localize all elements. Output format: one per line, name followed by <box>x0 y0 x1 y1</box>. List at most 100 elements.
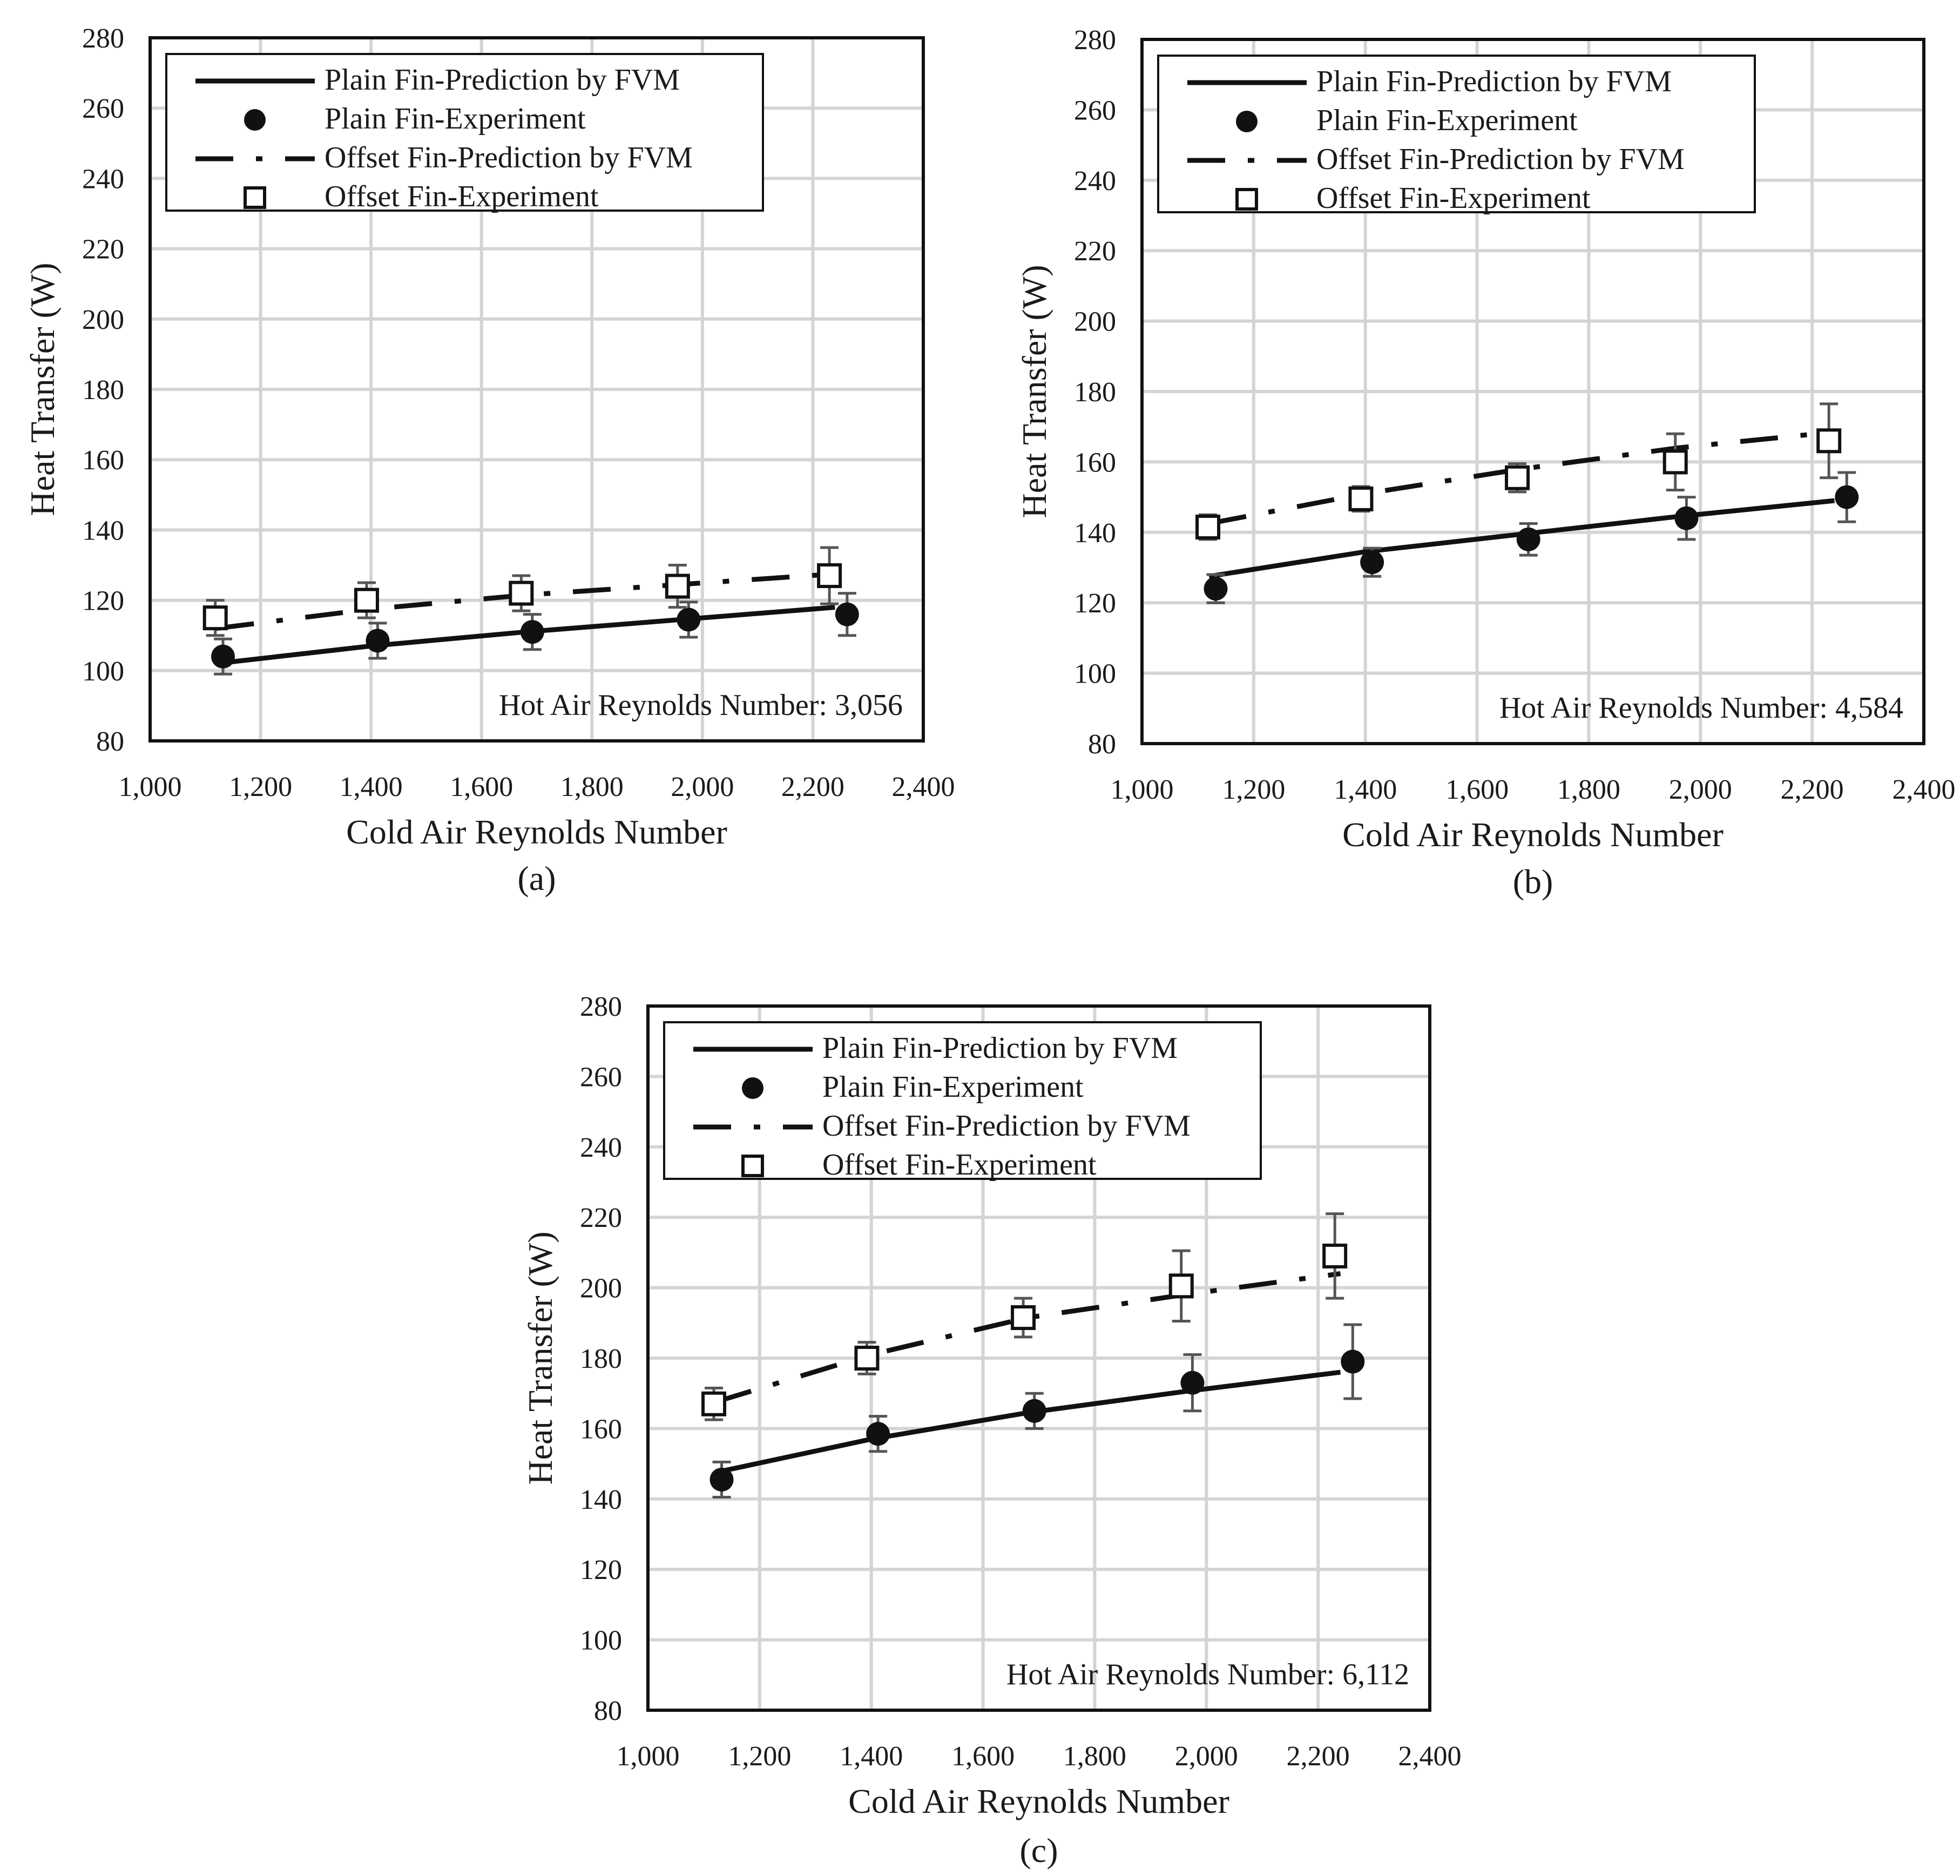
legend-label: Plain Fin-Prediction by FVM <box>1316 65 1672 98</box>
y-tick-label: 260 <box>580 1062 622 1092</box>
y-tick-label: 240 <box>1074 166 1116 197</box>
legend-label: Plain Fin-Experiment <box>822 1070 1084 1104</box>
plain-fin-experiment-point <box>1674 506 1699 530</box>
plot-frame <box>646 1004 1431 1712</box>
plain-fin-experiment-point <box>709 1467 734 1492</box>
offset-fin-experiment-point <box>354 588 379 613</box>
x-tick-label: 1,600 <box>450 772 513 802</box>
y-tick-label: 180 <box>580 1344 622 1374</box>
plain-fin-experiment-point <box>1341 1349 1365 1374</box>
y-axis-title: Heat Transfer (W) <box>521 1231 559 1484</box>
y-tick-label: 120 <box>580 1555 622 1585</box>
offset-fin-experiment-point <box>202 605 228 631</box>
y-axis-title: Heat Transfer (W) <box>23 262 62 516</box>
legend-label: Plain Fin-Experiment <box>1316 104 1578 137</box>
y-tick-label: 220 <box>1074 236 1116 267</box>
y-tick-label: 100 <box>580 1625 622 1656</box>
plain-fin-experiment-point <box>866 1422 890 1446</box>
legend-label: Plain Fin-Experiment <box>325 102 586 136</box>
offset-fin-experiment-point <box>1348 486 1374 511</box>
offset-fin-experiment-point <box>665 573 690 599</box>
legend-label: Offset Fin-Experiment <box>325 180 599 213</box>
y-tick-label: 220 <box>580 1203 622 1233</box>
y-tick-label: 280 <box>82 23 124 54</box>
y-tick-label: 160 <box>580 1414 622 1445</box>
legend-filled-circle-icon <box>244 109 266 131</box>
offset-fin-experiment-point <box>1168 1273 1194 1299</box>
offset-fin-experiment-point <box>1011 1305 1036 1331</box>
chart-panel-a: 1,000 1,200 1,400 1,600 1,800 2,000 2,200 2,400… <box>23 23 955 897</box>
plain-fin-experiment-point <box>211 644 235 669</box>
y-tick-label: 100 <box>82 656 124 687</box>
x-axis-title: Cold Air Reynolds Number <box>848 1782 1229 1820</box>
y-tick-label: 280 <box>1074 25 1116 56</box>
legend-filled-circle-icon <box>1236 111 1258 132</box>
x-tick-label: 2,200 <box>1781 774 1844 805</box>
y-tick-label: 100 <box>1074 659 1116 690</box>
legend-label: Offset Fin-Prediction by FVM <box>325 141 693 174</box>
y-tick-label: 140 <box>580 1484 622 1515</box>
y-tick-label: 80 <box>1088 729 1116 760</box>
legend-label: Offset Fin-Experiment <box>822 1148 1097 1182</box>
offset-fin-experiment-point <box>701 1391 727 1416</box>
x-tick-label: 1,200 <box>229 772 292 802</box>
x-tick-label: 1,000 <box>119 772 182 802</box>
plain-fin-experiment-point <box>677 608 701 632</box>
y-tick-label: 200 <box>580 1273 622 1304</box>
panel-caption: (b) <box>1513 862 1553 901</box>
offset-fin-experiment-point <box>1816 428 1842 454</box>
offset-fin-experiment-point <box>509 581 534 606</box>
legend: Plain Fin-Prediction by FVM Plain Fin-Exp… <box>1157 55 1756 215</box>
x-tick-label: 2,000 <box>1175 1741 1238 1772</box>
plain-fin-experiment-point <box>1022 1399 1046 1423</box>
y-tick-label: 120 <box>1074 588 1116 619</box>
offset-fin-prediction-line <box>714 1271 1341 1405</box>
y-tick-label: 160 <box>82 445 124 476</box>
y-tick-label: 120 <box>82 586 124 617</box>
y-tick-label: 260 <box>82 93 124 124</box>
x-tick-label: 2,400 <box>1398 1741 1462 1772</box>
offset-fin-prediction-line <box>216 571 835 631</box>
y-tick-label: 240 <box>580 1132 622 1163</box>
y-tick-label: 180 <box>1074 377 1116 408</box>
offset-fin-experiment-point <box>1505 465 1530 490</box>
offset-fin-experiment-point <box>1195 515 1221 540</box>
chart-panel-b: 1,000 1,200 1,400 1,600 1,800 2,000 2,200 2,400… <box>1015 25 1956 901</box>
y-tick-label: 280 <box>580 991 622 1022</box>
x-tick-label: 1,000 <box>1111 774 1174 805</box>
offset-fin-experiment-point <box>817 563 842 589</box>
x-tick-label: 1,400 <box>840 1741 903 1772</box>
y-tick-label: 80 <box>594 1696 622 1726</box>
plain-fin-experiment-point <box>1360 550 1384 575</box>
plain-fin-experiment-point <box>1204 577 1228 601</box>
legend: Plain Fin-Prediction by FVM Plain Fin-Exp… <box>165 53 764 213</box>
y-tick-label: 200 <box>82 305 124 335</box>
offset-fin-prediction-line <box>1208 429 1835 526</box>
plain-fin-experiment-point <box>366 629 390 653</box>
plain-fin-experiment-point <box>1835 485 1859 509</box>
offset-fin-experiment-point <box>854 1346 880 1371</box>
x-tick-label: 2,000 <box>671 772 734 802</box>
offset-fin-experiment-point <box>1662 449 1688 475</box>
x-tick-label: 1,400 <box>340 772 403 802</box>
x-tick-label: 1,200 <box>728 1741 791 1772</box>
plain-fin-experiment-point <box>1516 527 1540 551</box>
plain-fin-experiment-point <box>520 620 544 644</box>
x-tick-label: 2,000 <box>1669 774 1732 805</box>
y-tick-label: 180 <box>82 375 124 406</box>
y-tick-label: 240 <box>82 164 124 194</box>
y-tick-label: 220 <box>82 234 124 265</box>
x-tick-label: 2,400 <box>1893 774 1956 805</box>
y-tick-label: 160 <box>1074 447 1116 478</box>
y-tick-label: 200 <box>1074 307 1116 338</box>
y-axis-title: Heat Transfer (W) <box>1015 265 1053 518</box>
hot-air-reynolds-annotation: Hot Air Reynolds Number: 4,584 <box>1499 691 1903 725</box>
legend-label: Offset Fin-Prediction by FVM <box>1316 143 1685 176</box>
x-tick-label: 2,200 <box>1287 1741 1350 1772</box>
x-tick-label: 1,800 <box>1557 774 1620 805</box>
legend: Plain Fin-Prediction by FVM Plain Fin-Exp… <box>663 1021 1262 1182</box>
hot-air-reynolds-annotation: Hot Air Reynolds Number: 6,112 <box>1006 1658 1409 1691</box>
panel-caption: (a) <box>517 859 556 897</box>
legend-open-square-icon <box>1235 188 1258 211</box>
